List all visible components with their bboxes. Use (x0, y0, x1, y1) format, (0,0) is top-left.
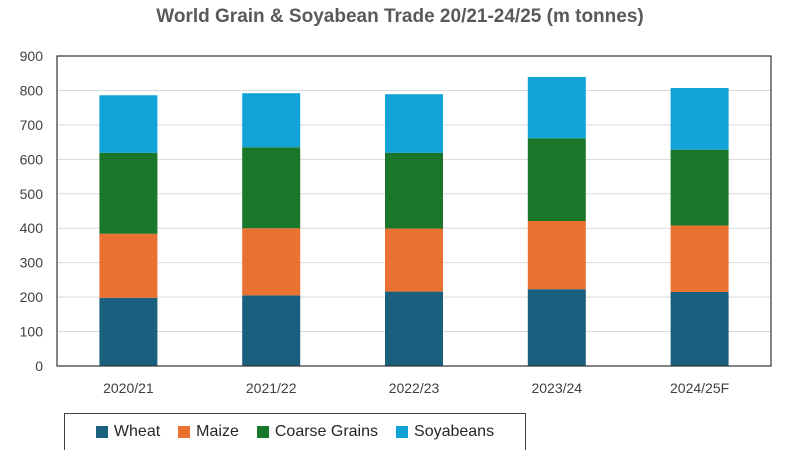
bar-segment-soyabeans (242, 93, 301, 148)
bar-segment-wheat (670, 291, 729, 366)
y-tick-label: 100 (20, 324, 44, 340)
bar-segment-maize (385, 228, 443, 292)
bar-segment-maize (670, 225, 729, 292)
bar-segment-wheat (242, 295, 301, 366)
bar-segment-wheat (385, 291, 443, 366)
y-tick-label: 600 (20, 151, 44, 167)
bar-segment-coarse-grains (527, 138, 586, 221)
x-tick-label: 2021/22 (246, 380, 297, 396)
legend-swatch (256, 426, 269, 438)
bar-segment-coarse-grains (385, 152, 443, 229)
legend-label: Maize (196, 423, 239, 440)
bar-segment-maize (527, 220, 586, 290)
y-tick-label: 300 (20, 255, 44, 271)
legend-swatch (396, 426, 409, 438)
y-tick-label: 700 (20, 117, 44, 133)
x-tick-label: 2024/25F (670, 380, 729, 396)
bar-segment-coarse-grains (99, 152, 158, 234)
chart-legend: Wheat Maize Coarse Grains Soyabeans (64, 413, 526, 450)
plot-frame (56, 55, 772, 367)
bar-segment-wheat (527, 289, 586, 366)
bar-segment-coarse-grains (670, 149, 729, 226)
legend-swatch (178, 426, 191, 438)
legend-label: Coarse Grains (274, 423, 379, 440)
bar-segment-coarse-grains (242, 147, 301, 229)
x-tick-label: 2023/24 (531, 380, 582, 396)
legend-item: Wheat (95, 423, 161, 441)
chart-title: World Grain & Soyabean Trade 20/21-24/25… (156, 6, 644, 27)
bar-segment-soyabeans (385, 94, 443, 153)
legend-label: Wheat (113, 423, 161, 440)
y-tick-label: 400 (20, 220, 44, 236)
y-tick-label: 0 (35, 358, 43, 374)
legend-label: Soyabeans (414, 423, 495, 440)
bar-segment-soyabeans (99, 95, 158, 153)
legend-swatch (95, 426, 108, 438)
legend-item: Soyabeans (396, 423, 494, 441)
y-tick-label: 800 (20, 82, 44, 98)
bar-segment-maize (242, 228, 301, 296)
x-tick-label: 2020/21 (103, 380, 154, 396)
y-tick-label: 900 (20, 48, 44, 64)
bar-segment-soyabeans (670, 88, 729, 150)
bar-segment-maize (99, 233, 158, 298)
legend-item: Coarse Grains (256, 423, 379, 441)
bar-segment-soyabeans (527, 77, 586, 139)
bar-segment-wheat (99, 297, 158, 366)
legend-item: Maize (178, 423, 239, 441)
x-tick-label: 2022/23 (389, 380, 440, 396)
y-tick-label: 200 (20, 289, 44, 305)
y-tick-label: 500 (20, 186, 44, 202)
